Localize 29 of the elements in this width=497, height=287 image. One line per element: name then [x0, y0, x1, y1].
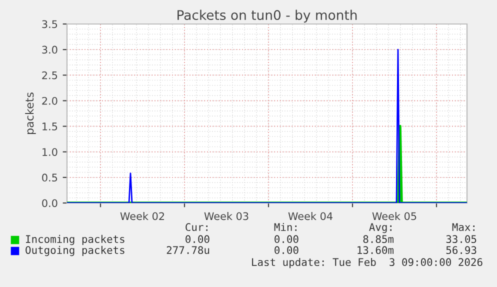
- text: Max:: [452, 223, 474, 232]
- text: Min:: [274, 222, 296, 231]
- x-tick-label: Week 02: [120, 212, 164, 220]
- x-tick-label: Week 05: [372, 212, 416, 220]
- text: 0.00: [186, 235, 210, 244]
- y-tick-label: 1.5: [42, 122, 58, 130]
- text: 0.00: [274, 235, 298, 244]
- y-axis-title: packets: [25, 92, 36, 134]
- y-tick-label: 3.0: [42, 46, 58, 54]
- legend-label: Outgoing packets: [26, 246, 124, 256]
- x-tick-label: Week 04: [288, 212, 332, 220]
- text: 33.05: [446, 235, 476, 244]
- y-tick-label: 2.0: [42, 96, 58, 105]
- x-tick-label: Week 03: [204, 212, 248, 220]
- legend-label: Incoming packets: [26, 234, 124, 246]
- text: 0.00: [274, 246, 298, 254]
- text: 13.60m: [358, 246, 394, 254]
- chart-title: Packets on tun0 - by month: [178, 10, 357, 23]
- text: 277.78u: [166, 246, 210, 254]
- y-tick-label: 0.5: [42, 174, 58, 182]
- y-tick-label: 1.0: [42, 148, 58, 156]
- text: 56.93: [446, 246, 476, 254]
- y-tick-label: 3.5: [42, 20, 58, 28]
- y-tick-label: 2.5: [42, 71, 58, 80]
- text: Cur:: [186, 223, 208, 232]
- y-tick-label: 0.0: [42, 199, 58, 208]
- text: 8.85m: [363, 235, 394, 244]
- text: Last update: Tue Feb 3 09:00:00 2026: [252, 258, 482, 268]
- text: Avg:: [369, 223, 392, 234]
